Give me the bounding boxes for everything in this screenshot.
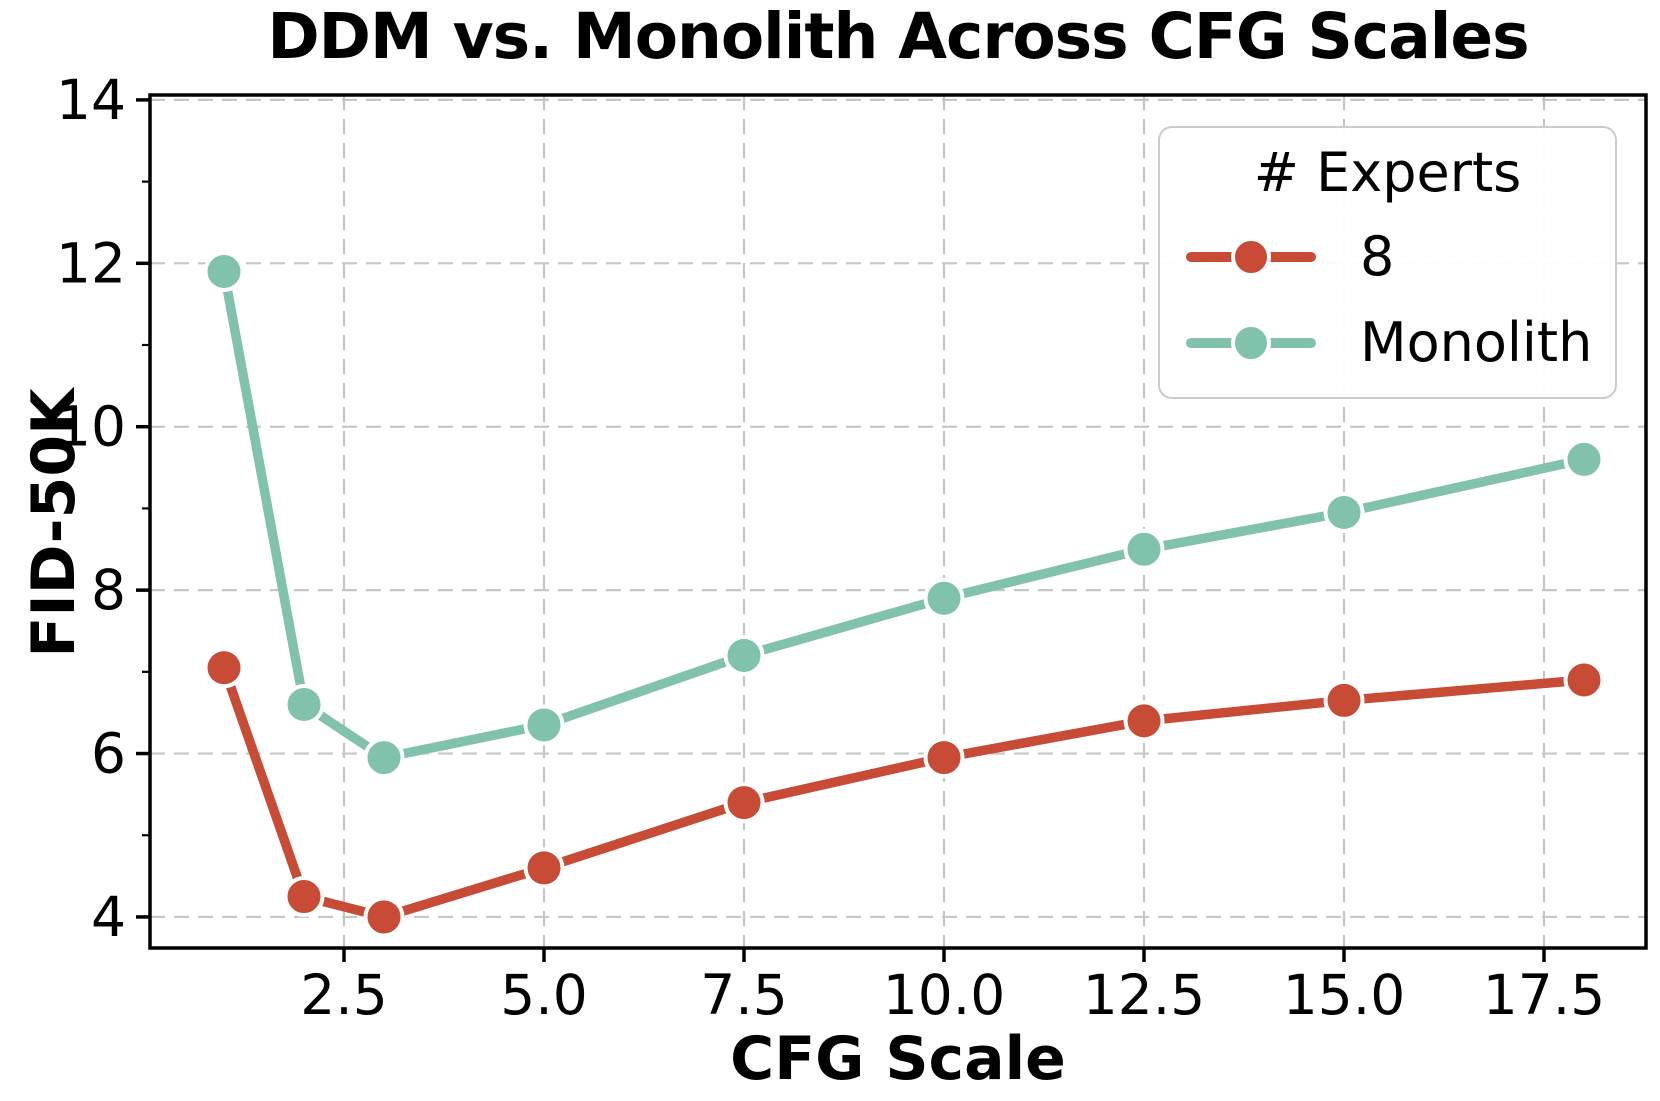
data-point xyxy=(523,847,565,889)
x-tick-label: 5.0 xyxy=(500,963,587,1027)
plot-border xyxy=(148,93,1648,950)
legend-line-marker-icon xyxy=(1186,323,1316,363)
x-tick-label: 12.5 xyxy=(1083,963,1205,1027)
x-tick-label: 2.5 xyxy=(300,963,387,1027)
legend-entries: 8 Monolith xyxy=(1160,214,1615,386)
y-tick-label: 10 xyxy=(56,395,126,459)
legend-dot-icon xyxy=(1231,323,1271,363)
y-tick-label: 14 xyxy=(56,68,126,132)
data-point xyxy=(923,737,965,779)
data-point xyxy=(923,577,965,619)
y-tick-label: 12 xyxy=(56,231,126,295)
legend-entry-label: Monolith xyxy=(1360,311,1593,374)
y-tick-label: 4 xyxy=(91,885,126,949)
data-point xyxy=(283,876,325,918)
y-axis-label: FID-50K xyxy=(19,388,89,658)
x-axis-label: CFG Scale xyxy=(730,1024,1066,1094)
data-point xyxy=(1123,700,1165,742)
data-point xyxy=(1323,679,1365,721)
data-point xyxy=(363,737,405,779)
data-point xyxy=(523,704,565,746)
data-point xyxy=(1563,659,1605,701)
y-tick-label: 6 xyxy=(91,722,126,786)
data-point xyxy=(203,647,245,689)
legend-entry: 8 xyxy=(1160,214,1615,300)
legend: # Experts 8 Monolith xyxy=(1158,126,1617,399)
data-point xyxy=(363,896,405,938)
data-point xyxy=(723,634,765,676)
chart-title: DDM vs. Monolith Across CFG Scales xyxy=(267,0,1529,73)
data-point xyxy=(723,782,765,824)
series-line-8 xyxy=(219,663,1589,922)
data-point xyxy=(283,684,325,726)
data-point xyxy=(1323,492,1365,534)
y-tick-label: 8 xyxy=(91,558,126,622)
data-point xyxy=(1563,438,1605,480)
data-point xyxy=(203,250,245,292)
legend-entry-label: 8 xyxy=(1360,225,1395,288)
x-tick-label: 17.5 xyxy=(1483,963,1605,1027)
legend-entry: Monolith xyxy=(1160,300,1615,386)
legend-title: # Experts xyxy=(1253,141,1522,204)
data-point xyxy=(1123,528,1165,570)
legend-dot-icon xyxy=(1231,237,1271,277)
x-tick-label: 10.0 xyxy=(883,963,1005,1027)
legend-line-marker-icon xyxy=(1186,237,1316,277)
x-tick-label: 15.0 xyxy=(1283,963,1405,1027)
x-tick-label: 7.5 xyxy=(700,963,787,1027)
